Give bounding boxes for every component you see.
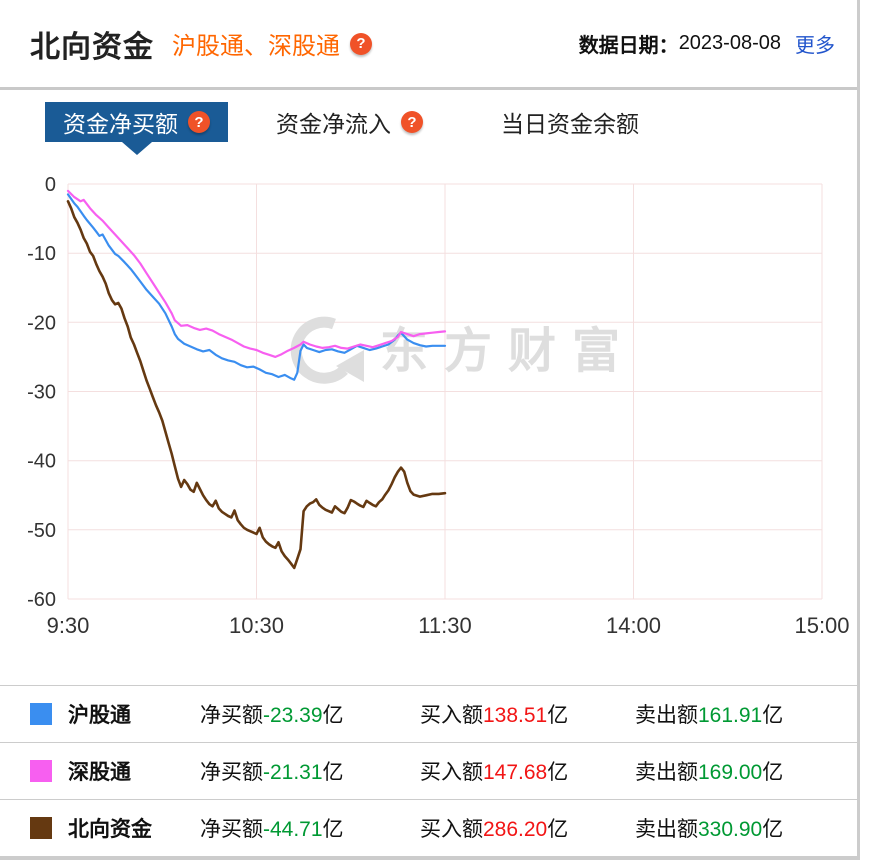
buy-value: 286.20 — [483, 818, 548, 841]
series-line — [66, 189, 447, 358]
series-color-swatch — [30, 817, 52, 839]
series-line — [66, 193, 447, 381]
cell-label: 净买额 — [200, 818, 263, 841]
cell-unit: 亿 — [547, 704, 569, 727]
tab-day-balance[interactable]: 当日资金余额 — [501, 105, 639, 139]
cell-label: 净买额 — [200, 704, 263, 727]
watermark-logo-icon — [336, 350, 364, 382]
x-axis-label: 11:30 — [418, 613, 471, 638]
sell-value: 161.91 — [698, 704, 763, 727]
series-color-swatch — [30, 760, 52, 782]
net-buy-value: -44.71 — [263, 818, 323, 841]
net-buy-cell: 净买额-21.31亿 — [200, 756, 420, 786]
help-icon[interactable]: ? — [401, 111, 423, 133]
data-date-label: 数据日期： — [578, 35, 679, 57]
sell-cell: 卖出额161.91亿 — [635, 699, 783, 729]
legend-row-hugutong: 沪股通 净买额-23.39亿 买入额138.51亿 卖出额161.91亿 — [0, 686, 857, 743]
x-axis-label: 10:30 — [229, 613, 284, 638]
y-axis-label: -30 — [27, 382, 56, 404]
series-name: 沪股通 — [68, 704, 131, 727]
data-date-value: 2023-08-08 — [678, 32, 781, 54]
y-axis-label: 0 — [45, 174, 56, 196]
cell-unit: 亿 — [547, 818, 569, 841]
net-buy-value: -23.39 — [263, 704, 323, 727]
cell-unit: 亿 — [322, 761, 344, 784]
help-icon[interactable]: ? — [188, 111, 210, 133]
page-title: 北向资金 — [30, 30, 154, 64]
sell-cell: 卖出额330.90亿 — [635, 813, 783, 843]
y-axis-label: -20 — [27, 312, 56, 334]
series-name: 北向资金 — [68, 818, 152, 841]
northbound-capital-widget: 北向资金 沪股通、深股通 ? 数据日期： 2023-08-08 更多 资金净买额… — [0, 0, 860, 860]
series-line — [66, 199, 447, 570]
tab-label: 资金净流入 — [276, 111, 391, 137]
cell-label: 买入额 — [420, 704, 483, 727]
buy-value: 147.68 — [483, 761, 548, 784]
net-buy-cell: 净买额-44.71亿 — [200, 813, 420, 843]
buy-cell: 买入额138.51亿 — [420, 699, 635, 729]
y-axis-label: -50 — [27, 520, 56, 542]
cell-unit: 亿 — [547, 761, 569, 784]
cell-label: 买入额 — [420, 761, 483, 784]
series-color-swatch — [30, 703, 52, 725]
y-axis-label: -60 — [27, 589, 56, 611]
x-axis-label: 9:30 — [47, 613, 90, 638]
y-axis-label: -40 — [27, 451, 56, 473]
cell-label: 买入额 — [420, 818, 483, 841]
legend-row-northbound: 北向资金 净买额-44.71亿 买入额286.20亿 卖出额330.90亿 — [0, 800, 857, 857]
cell-unit: 亿 — [762, 818, 784, 841]
cell-unit: 亿 — [322, 704, 344, 727]
cell-label: 卖出额 — [635, 818, 698, 841]
cell-label: 卖出额 — [635, 704, 698, 727]
buy-cell: 买入额147.68亿 — [420, 756, 635, 786]
chart-area: 0 -10 -20 -30 -40 -50 -60 9:30 10:30 11:30 14:00 15… — [0, 152, 857, 649]
watermark-text: 东方财富 — [380, 325, 636, 378]
cell-label: 净买额 — [200, 761, 263, 784]
watermark: 东方财富 — [290, 316, 636, 384]
header-right: 数据日期： 2023-08-08 更多 — [579, 29, 835, 58]
x-axis-label: 14:00 — [606, 613, 661, 638]
sell-value: 330.90 — [698, 818, 763, 841]
net-buy-value: -21.31 — [263, 761, 323, 784]
watermark-logo-icon — [290, 316, 348, 384]
header-divider — [0, 87, 857, 90]
legend-row-shengutong: 深股通 净买额-21.31亿 买入额147.68亿 卖出额169.00亿 — [0, 743, 857, 800]
cell-unit: 亿 — [762, 761, 784, 784]
cell-label: 卖出额 — [635, 761, 698, 784]
legend-table: 沪股通 净买额-23.39亿 买入额138.51亿 卖出额161.91亿 深股通… — [0, 685, 857, 857]
tab-label: 当日资金余额 — [501, 111, 639, 137]
sell-value: 169.00 — [698, 761, 763, 784]
net-buy-cell: 净买额-23.39亿 — [200, 699, 420, 729]
line-chart: 0 -10 -20 -30 -40 -50 -609:30 10:30 11:30 14:00 15… — [27, 174, 849, 638]
series-name: 深股通 — [68, 761, 131, 784]
cell-unit: 亿 — [762, 704, 784, 727]
y-axis-label: -10 — [27, 243, 56, 265]
tab-net-inflow[interactable]: 资金净流入 ? — [276, 105, 423, 139]
buy-value: 138.51 — [483, 704, 548, 727]
buy-cell: 买入额286.20亿 — [420, 813, 635, 843]
cell-unit: 亿 — [322, 818, 344, 841]
x-axis-label: 15:00 — [794, 613, 849, 638]
header: 北向资金 沪股通、深股通 ? 数据日期： 2023-08-08 更多 — [0, 0, 857, 87]
tab-net-buy-amount[interactable]: 资金净买额 ? — [45, 102, 228, 142]
page-subtitle: 沪股通、深股通 — [172, 33, 340, 60]
more-link[interactable]: 更多 — [795, 35, 835, 57]
tab-bar: 资金净买额 ? 资金净流入 ? 当日资金余额 — [0, 102, 857, 142]
sell-cell: 卖出额169.00亿 — [635, 756, 783, 786]
tab-label: 资金净买额 — [63, 111, 178, 137]
help-icon[interactable]: ? — [350, 32, 372, 55]
